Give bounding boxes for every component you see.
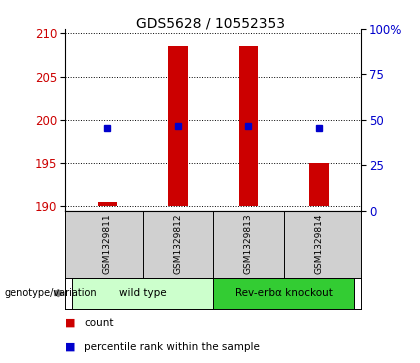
Text: ■: ■	[65, 318, 76, 328]
Text: GDS5628 / 10552353: GDS5628 / 10552353	[136, 16, 284, 30]
Text: count: count	[84, 318, 113, 328]
Bar	[72, 278, 213, 309]
Bar	[309, 163, 329, 206]
Text: Rev-erbα knockout: Rev-erbα knockout	[235, 288, 333, 298]
Text: GSM1329814: GSM1329814	[315, 214, 323, 274]
Text: wild type: wild type	[119, 288, 166, 298]
Bar	[213, 278, 354, 309]
Bar	[168, 46, 188, 206]
FancyArrow shape	[55, 289, 63, 297]
Bar	[239, 46, 258, 206]
Bar	[97, 202, 117, 206]
Text: GSM1329813: GSM1329813	[244, 214, 253, 274]
Text: GSM1329811: GSM1329811	[103, 214, 112, 274]
Text: GSM1329812: GSM1329812	[173, 214, 182, 274]
Text: percentile rank within the sample: percentile rank within the sample	[84, 342, 260, 352]
Text: ■: ■	[65, 342, 76, 352]
Text: genotype/variation: genotype/variation	[4, 288, 97, 298]
